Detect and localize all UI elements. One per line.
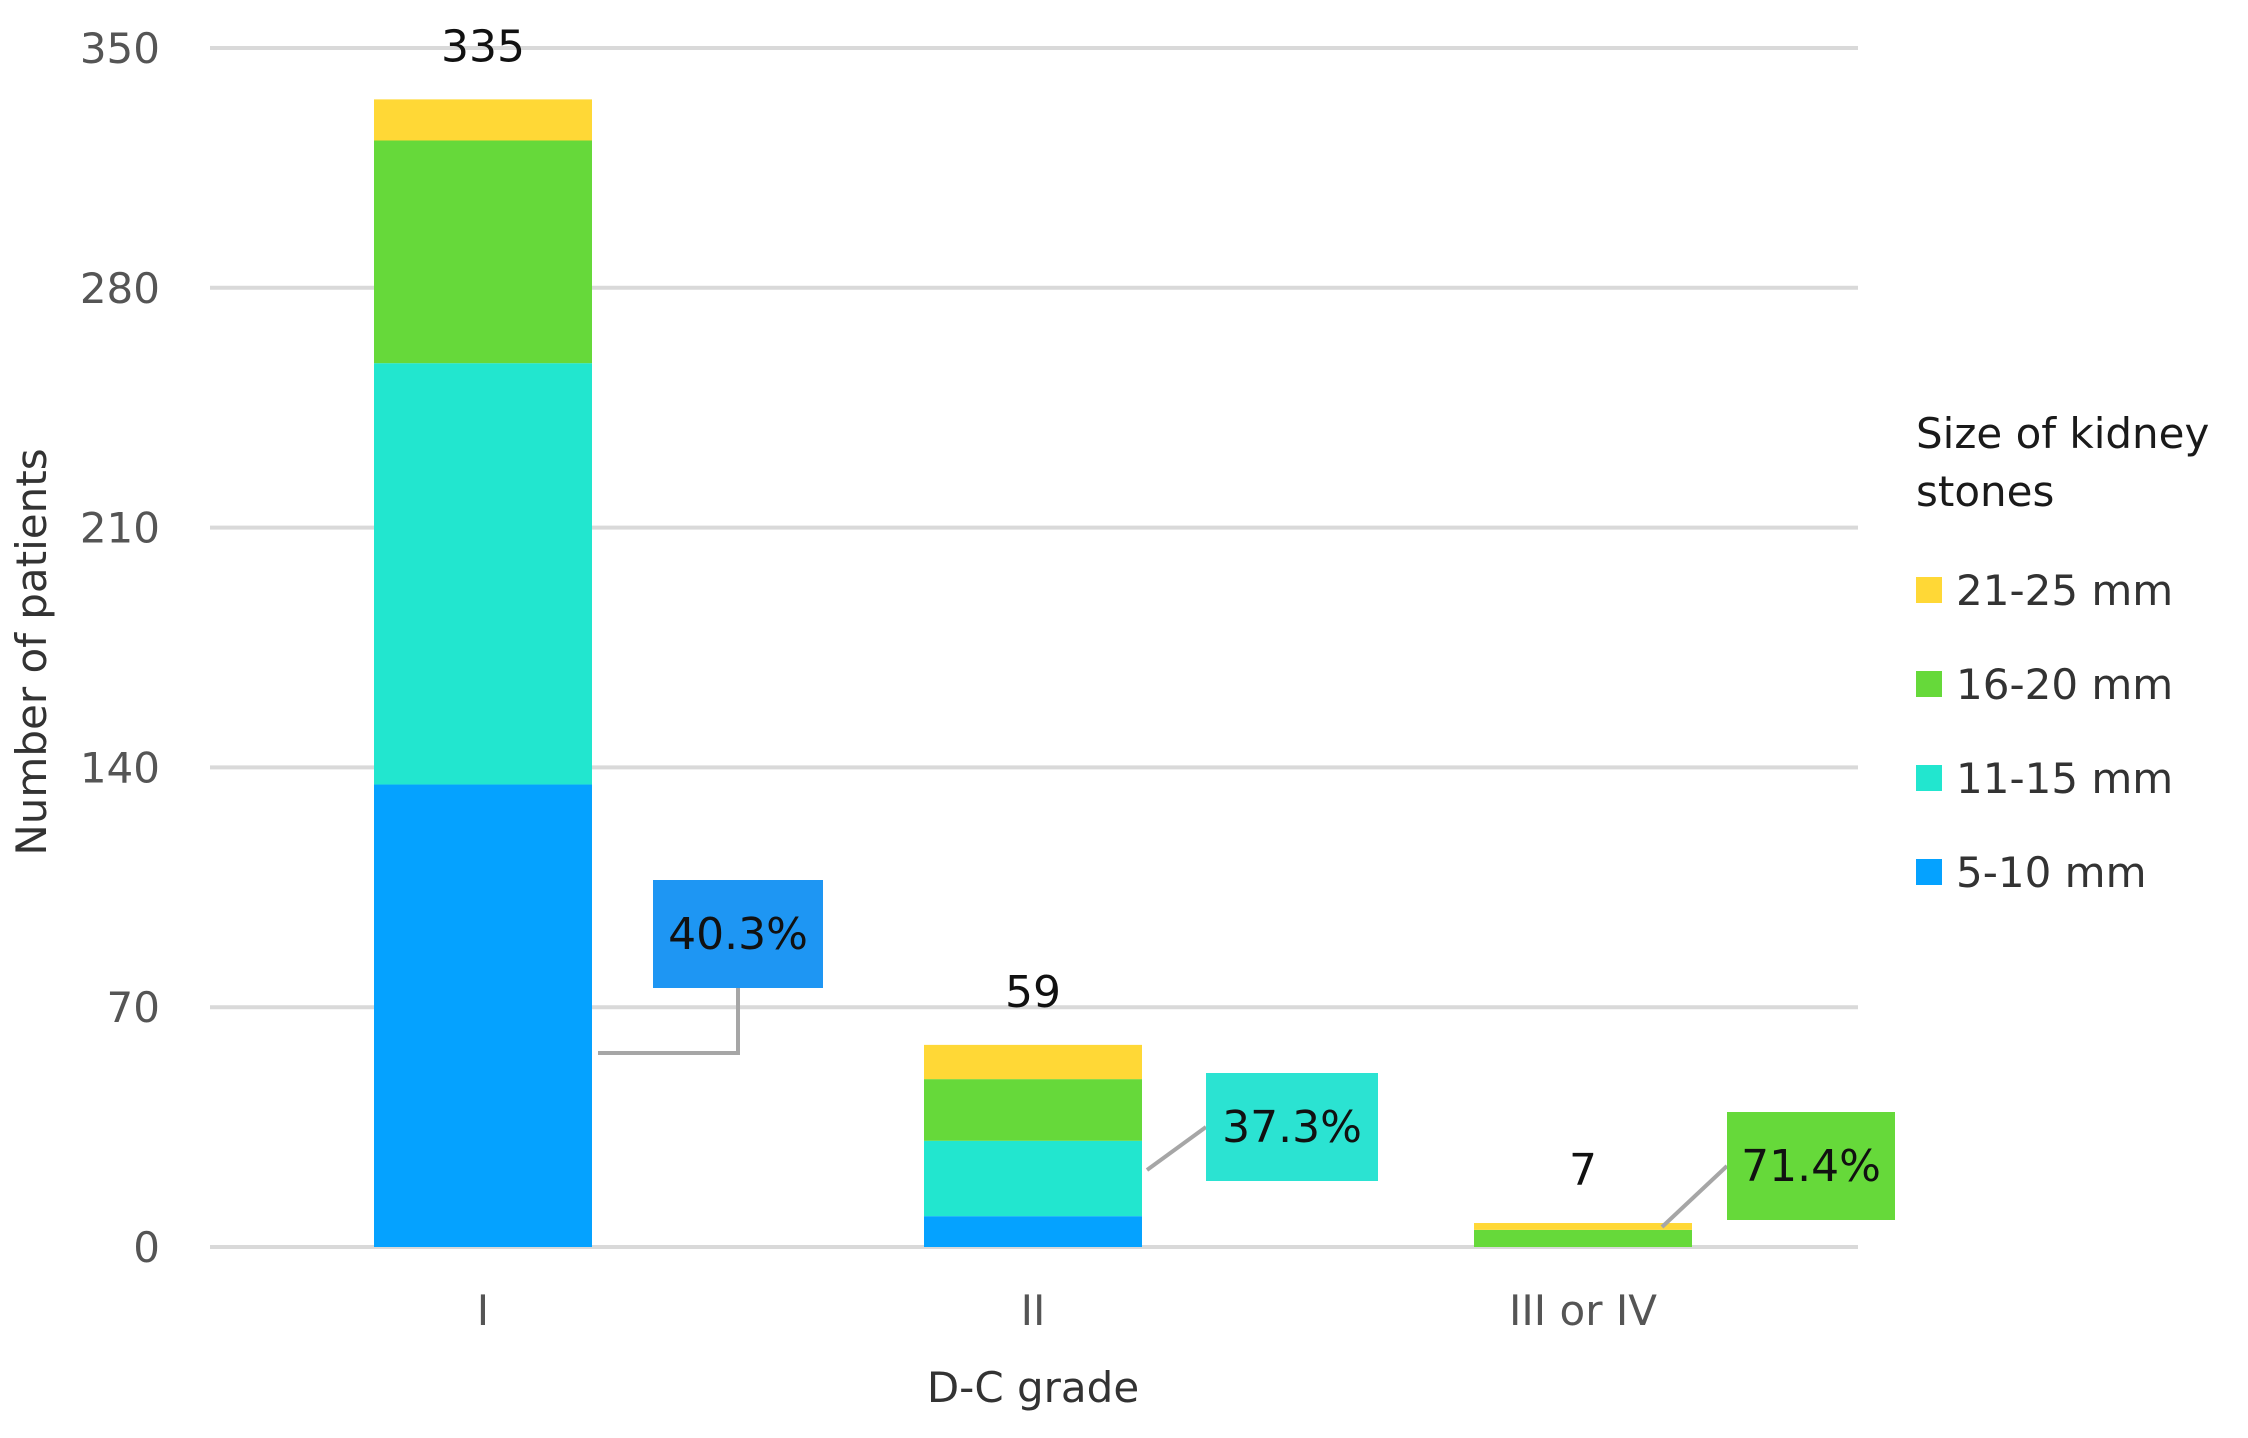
- legend-title: Size of kidney stones: [1916, 409, 2210, 516]
- legend-item: 16-20 mm: [1916, 637, 2246, 731]
- bar-segment: [374, 363, 592, 785]
- percentage-callouts: 40.3% 37.3% 71.4%: [598, 880, 1895, 1229]
- callout-box: [1727, 1112, 1895, 1220]
- x-tick-label: III or IV: [1509, 1286, 1657, 1335]
- bar-segment: [374, 784, 592, 1247]
- bar-total-label: 59: [1005, 967, 1061, 1018]
- bar-total-label: 7: [1569, 1145, 1597, 1196]
- callout-leader-line: [1660, 1164, 1729, 1229]
- bar-segment: [924, 1044, 1142, 1080]
- legend-swatch: [1916, 577, 1942, 603]
- bar-segment: [374, 140, 592, 364]
- y-tick-label: 210: [80, 504, 160, 553]
- y-axis-title: Number of patients: [7, 448, 56, 855]
- bar-segment: [1474, 1223, 1692, 1230]
- legend-label: 21-25 mm: [1956, 565, 2174, 615]
- legend-swatch: [1916, 765, 1942, 791]
- callout-percentage-label: 37.3%: [1222, 1102, 1362, 1153]
- legend-label: 16-20 mm: [1956, 659, 2174, 709]
- legend-label: 11-15 mm: [1956, 753, 2174, 803]
- callout-percentage-label: 71.4%: [1741, 1141, 1881, 1192]
- bar-segment: [924, 1140, 1142, 1217]
- legend: Size of kidney stones 21-25 mm 16-20 mm 11…: [1916, 405, 2246, 919]
- legend-items: 21-25 mm 16-20 mm 11-15 mm 5-10 mm: [1916, 543, 2246, 919]
- bar-segment: [1474, 1229, 1692, 1247]
- legend-item: 21-25 mm: [1916, 543, 2246, 637]
- legend-swatch: [1916, 859, 1942, 885]
- callout-box: [653, 880, 823, 988]
- callout-leader-line: [1145, 1125, 1208, 1172]
- callout-percentage-label: 40.3%: [668, 909, 808, 960]
- legend-label: 5-10 mm: [1956, 847, 2147, 897]
- legend-item: 11-15 mm: [1916, 731, 2246, 825]
- legend-item: 5-10 mm: [1916, 825, 2246, 919]
- x-tick-label: II: [1021, 1286, 1046, 1335]
- callout-leader-line: [598, 988, 740, 1055]
- y-tick-label: 0: [133, 1223, 160, 1272]
- bar-segments: [374, 99, 1692, 1247]
- x-tick-label: I: [477, 1286, 489, 1335]
- bar-segment: [374, 99, 592, 141]
- y-tick-label: 70: [107, 983, 160, 1032]
- x-axis-title: D-C grade: [927, 1363, 1139, 1412]
- bar-segment: [924, 1079, 1142, 1141]
- axis-and-total-labels: 0 70 140 210 280 350 I 335 II 59 III or IV 7: [80, 21, 1657, 1335]
- y-tick-label: 350: [80, 24, 160, 73]
- callout-box: [1206, 1073, 1378, 1181]
- legend-swatch: [1916, 671, 1942, 697]
- bar-total-label: 335: [441, 21, 525, 72]
- bar-segment: [924, 1216, 1142, 1247]
- y-tick-label: 140: [80, 743, 160, 792]
- y-tick-label: 280: [80, 264, 160, 313]
